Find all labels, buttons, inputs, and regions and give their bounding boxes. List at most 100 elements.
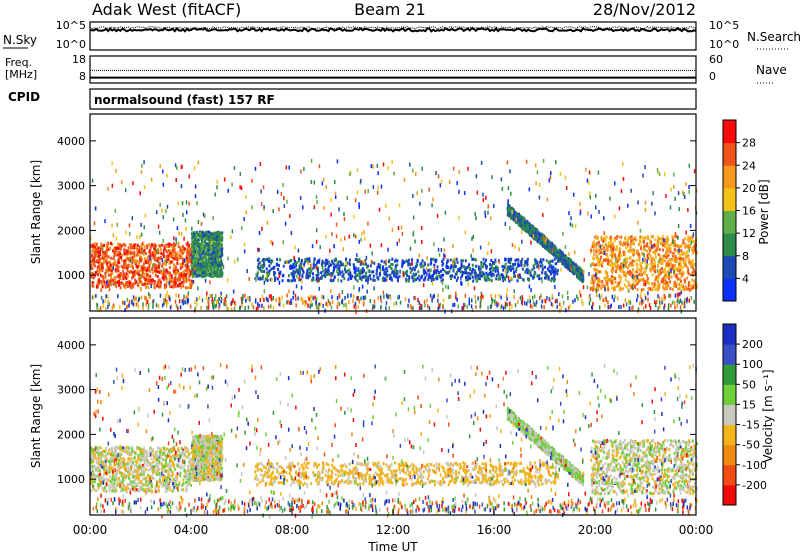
scatter-point — [478, 277, 481, 281]
scatter-point — [168, 271, 171, 275]
scatter-point — [690, 278, 693, 282]
scatter-point — [172, 282, 175, 286]
scatter-point — [578, 266, 581, 270]
scatter-noise — [443, 248, 446, 253]
scatter-point — [167, 258, 170, 262]
scatter-point — [354, 277, 357, 281]
scatter-point — [624, 274, 627, 278]
scatter-point — [323, 273, 326, 277]
scatter-noise — [343, 217, 346, 222]
scatter-noise — [367, 221, 369, 226]
scatter-noise — [194, 184, 197, 189]
scatter-point — [332, 271, 335, 275]
scatter-point — [103, 259, 106, 263]
scatter-point — [577, 271, 580, 275]
scatter-point — [159, 280, 162, 284]
scatter-point — [204, 236, 207, 240]
scatter-point — [136, 249, 139, 253]
scatter-point — [193, 248, 196, 252]
scatter-point — [544, 237, 547, 241]
scatter-point — [532, 276, 535, 280]
scatter-noise — [463, 191, 466, 196]
scatter-noise — [335, 234, 338, 239]
scatter-point — [101, 285, 104, 289]
scatter-point — [217, 272, 220, 276]
scatter-point — [581, 278, 584, 282]
scatter-point — [119, 272, 122, 276]
scatter-point — [683, 286, 686, 290]
scatter-point — [629, 245, 632, 249]
scatter-point — [462, 259, 465, 263]
scatter-noise — [674, 231, 677, 236]
scatter-point — [654, 244, 657, 248]
scatter-point — [440, 274, 443, 278]
scatter-point — [297, 257, 300, 261]
scatter-noise — [540, 293, 542, 298]
scatter-point — [312, 260, 315, 264]
scatter-point — [103, 255, 106, 259]
scatter-point — [409, 266, 412, 270]
scatter-noise — [323, 206, 325, 211]
scatter-point — [331, 273, 334, 277]
scatter-noise — [658, 258, 660, 263]
scatter-point — [110, 242, 113, 246]
scatter-point — [593, 257, 596, 261]
scatter-point — [144, 277, 147, 281]
scatter-point — [212, 274, 215, 278]
scatter-noise — [216, 185, 218, 190]
scatter-point — [169, 278, 172, 282]
scatter-point — [213, 240, 216, 244]
scatter-point — [565, 262, 568, 266]
scatter-point — [188, 265, 191, 269]
scatter-noise — [412, 215, 415, 220]
scatter-point — [391, 270, 394, 274]
scatter-point — [516, 219, 519, 223]
scatter-point — [101, 256, 104, 260]
scatter-point — [123, 284, 126, 288]
scatter-point — [664, 271, 667, 275]
scatter-point — [474, 258, 477, 262]
scatter-noise — [180, 231, 183, 236]
scatter-noise — [190, 259, 192, 264]
scatter-point — [551, 259, 554, 263]
scatter-point — [593, 279, 596, 283]
scatter-point — [580, 269, 583, 273]
scatter-point — [597, 276, 600, 280]
scatter-noise — [644, 207, 647, 212]
scatter-point — [91, 284, 94, 288]
scatter-point — [525, 227, 528, 231]
scatter-point — [690, 261, 693, 265]
scatter-point — [207, 243, 210, 247]
scatter-point — [216, 238, 219, 242]
scatter-point — [662, 254, 665, 258]
scatter-point — [191, 243, 194, 247]
scatter-point — [119, 252, 122, 256]
scatter-point — [604, 279, 607, 283]
scatter-noise — [140, 170, 143, 175]
scatter-point — [657, 253, 660, 257]
scatter-noise — [378, 207, 381, 212]
noise-left-label: N.Sky — [3, 33, 37, 47]
scatter-point — [212, 243, 215, 247]
scatter-point — [184, 286, 187, 290]
scatter-point — [622, 268, 625, 272]
scatter-point — [436, 269, 439, 273]
scatter-point — [395, 275, 398, 279]
scatter-point — [593, 267, 596, 271]
scatter-point — [201, 230, 204, 234]
scatter-noise — [311, 244, 314, 249]
scatter-noise — [236, 257, 239, 262]
scatter-point — [618, 241, 621, 245]
scatter-point — [288, 259, 291, 263]
scatter-point — [200, 264, 203, 268]
scatter-point — [263, 261, 266, 265]
scatter-point — [432, 257, 435, 261]
scatter-point — [153, 247, 156, 251]
scatter-noise — [467, 166, 469, 171]
scatter-point — [171, 252, 174, 256]
scatter-point — [549, 270, 552, 274]
scatter-point — [181, 245, 184, 249]
scatter-point — [292, 278, 295, 282]
scatter-noise — [680, 290, 683, 295]
